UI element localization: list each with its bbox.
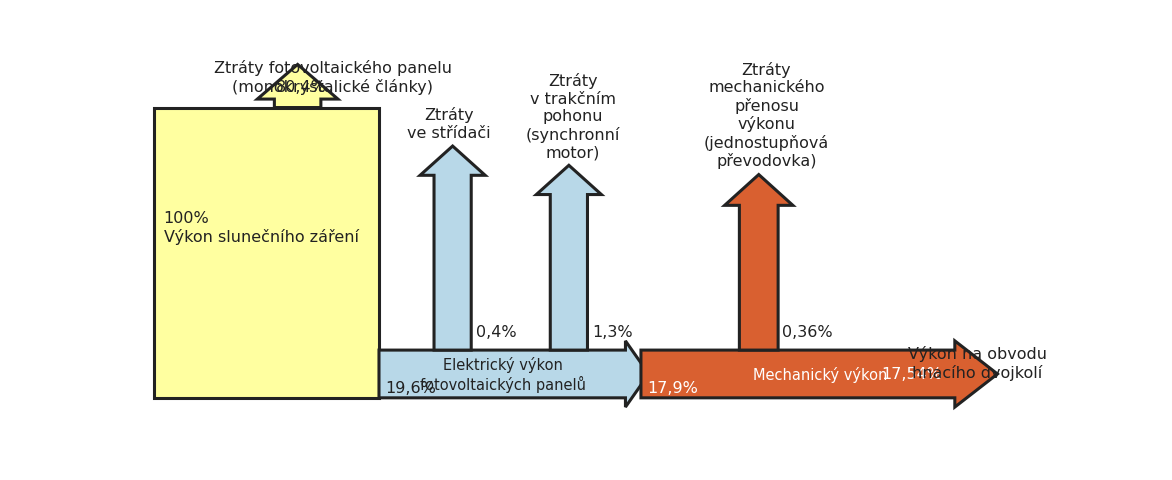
- Text: 0,36%: 0,36%: [782, 324, 832, 339]
- Text: Ztráty
mechanického
přenosu
výkonu
(jednostupňová
převodovka): Ztráty mechanického přenosu výkonu (jedn…: [704, 61, 829, 169]
- Text: 17,54%: 17,54%: [881, 367, 942, 382]
- Text: 1,3%: 1,3%: [592, 324, 633, 339]
- Text: 80,4%: 80,4%: [277, 80, 327, 95]
- Polygon shape: [258, 65, 338, 108]
- Polygon shape: [537, 166, 601, 350]
- Text: Ztráty
ve střídači: Ztráty ve střídači: [407, 107, 491, 141]
- Polygon shape: [641, 341, 997, 407]
- Text: 100%
Výkon slunečního záření: 100% Výkon slunečního záření: [164, 211, 359, 244]
- Bar: [155, 108, 379, 398]
- Text: 17,9%: 17,9%: [647, 380, 699, 395]
- Text: 0,4%: 0,4%: [476, 324, 517, 339]
- Text: Elektrický výkon
fotovoltaických panelů: Elektrický výkon fotovoltaických panelů: [420, 356, 586, 392]
- Text: Výkon na obvodu
hnacího dvojkolí: Výkon na obvodu hnacího dvojkolí: [908, 346, 1047, 380]
- Text: 19,6%: 19,6%: [386, 380, 436, 395]
- Polygon shape: [724, 175, 792, 350]
- Text: Mechanický výkon: Mechanický výkon: [754, 366, 887, 382]
- Polygon shape: [379, 341, 648, 407]
- Text: Ztráty
v trakčním
pohonu
(synchronní
motor): Ztráty v trakčním pohonu (synchronní mot…: [525, 73, 620, 160]
- Polygon shape: [420, 147, 485, 350]
- Text: Ztráty fotovoltaického panelu
(monokrystalické články): Ztráty fotovoltaického panelu (monokryst…: [213, 60, 451, 95]
